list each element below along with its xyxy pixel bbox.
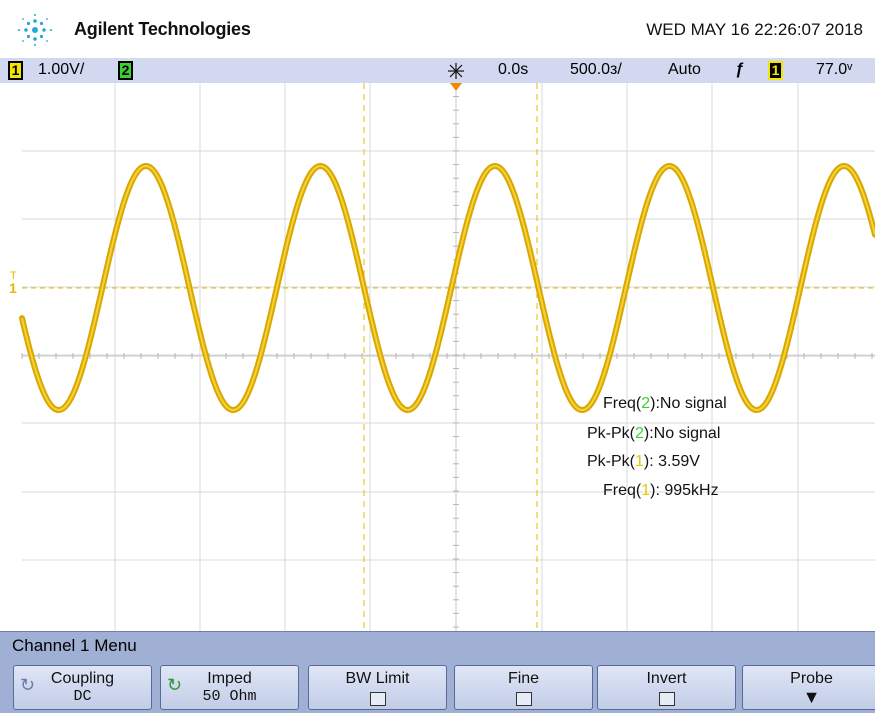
softkey-fine[interactable]: Fine (454, 665, 593, 710)
trigger-level[interactable]: 77.0ᵛ (816, 61, 853, 78)
softkey-value: 50 Ohm (202, 688, 257, 705)
softkey-imped[interactable]: ↻ Imped 50 Ohm (160, 665, 299, 710)
softkey-bw-limit[interactable]: BW Limit (308, 665, 447, 710)
softkey-probe[interactable]: Probe ▼ (742, 665, 875, 710)
agilent-logo-icon (18, 14, 52, 46)
measurement-readout: Pk-Pk(1): 3.59V (587, 453, 700, 471)
measurement-readout: Freq(2):No signal (603, 395, 727, 413)
rotate-green-icon: ↻ (167, 675, 183, 695)
header: Agilent Technologies WED MAY 16 22:26:07… (0, 0, 875, 58)
checkbox-icon (515, 692, 532, 706)
grid-lines (22, 83, 875, 631)
arrow-down-icon: ▼ (802, 687, 821, 707)
rotate-icon: ↻ (20, 675, 36, 695)
timebase-scale[interactable]: 500.0з/ (570, 61, 622, 78)
channel1-waveform-core (21, 164, 875, 412)
softkey-label: Fine (507, 670, 540, 687)
softkey-label: Invert (646, 670, 687, 687)
measurement-name: Freq( (603, 482, 642, 499)
measurement-readout: Pk-Pk(2):No signal (587, 425, 720, 443)
channel1-ground-marker: 1 (9, 280, 17, 296)
measurement-channel: 1 (635, 453, 644, 470)
checkbox-icon (658, 692, 675, 706)
softkey-label: Probe (790, 670, 833, 687)
measurement-channel: 2 (635, 425, 644, 442)
trigger-source-badge[interactable]: 1 (768, 61, 783, 80)
center-axes (21, 83, 875, 631)
time-offset[interactable]: 0.0s (498, 61, 529, 78)
measurement-name: Pk-Pk( (587, 453, 635, 470)
measurement-value: ):No signal (643, 425, 721, 442)
measurement-value: ): 3.59V (643, 453, 700, 470)
softkey-label: Coupling (50, 670, 115, 687)
brand-name: Agilent Technologies (74, 19, 251, 39)
checkbox-icon (369, 692, 386, 706)
measurement-name: Freq( (603, 395, 642, 412)
channel2-badge[interactable]: 2 (118, 61, 133, 80)
menu-title: Channel 1 Menu (0, 631, 875, 659)
channel1-scale[interactable]: 1.00V/ (38, 61, 85, 78)
measurement-name: Pk-Pk( (587, 425, 635, 442)
softkey-value: DC (73, 688, 92, 705)
measurement-value: ):No signal (650, 395, 727, 412)
status-bar: 1 1.00V/ 2 0.0s 500.0з/ Auto ƒ 1 77.0ᵛ (0, 58, 875, 83)
softkey-coupling[interactable]: ↻ Coupling DC (13, 665, 152, 710)
datetime: WED MAY 16 22:26:07 2018 (646, 20, 863, 39)
measurement-channel: 1 (641, 482, 651, 499)
trigger-edge-icon: ƒ (735, 61, 744, 78)
trigger-mode[interactable]: Auto (668, 61, 701, 78)
measurement-channel: 2 (641, 395, 651, 412)
softkey-bar: ↻ Coupling DC ↻ Imped 50 Ohm BW Limit Fine Inver… (0, 659, 875, 713)
acquire-run-icon (448, 63, 464, 79)
trigger-level-marker: T (10, 270, 17, 282)
cursor-markers: 1T (9, 83, 875, 631)
channel1-badge[interactable]: 1 (8, 61, 23, 80)
softkey-label: Imped (207, 670, 252, 687)
trigger-position-marker (450, 83, 462, 91)
measurement-readout: Freq(1): 995kHz (603, 482, 719, 500)
measurement-value: ): 995kHz (650, 482, 719, 499)
softkey-invert[interactable]: Invert (597, 665, 736, 710)
scope-graticule: 1T (9, 83, 875, 631)
softkey-label: BW Limit (345, 670, 410, 687)
